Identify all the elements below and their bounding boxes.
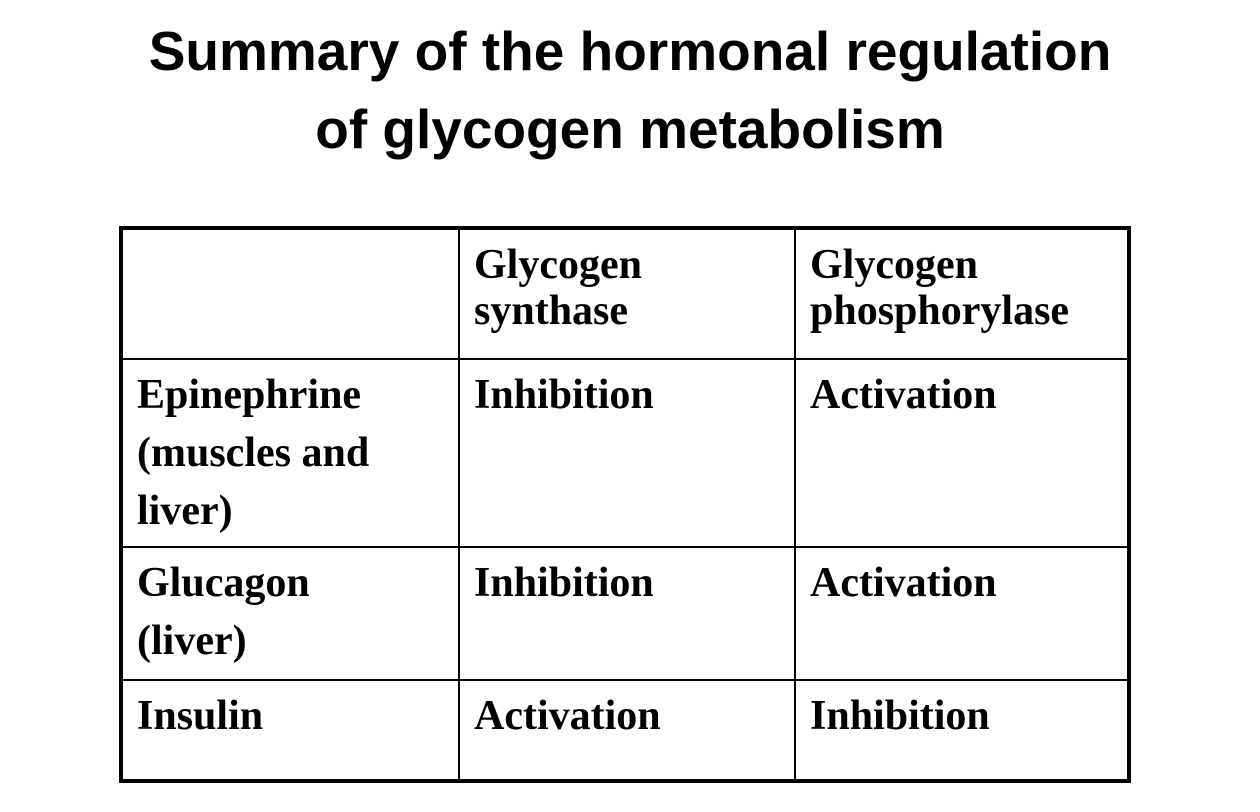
col-header-glycogen-phosphorylase: Glycogen phosphorylase [794, 227, 1130, 360]
table-row-epinephrine: Epinephrine (muscles and liver) Inhibiti… [120, 358, 1130, 548]
col-header-empty [120, 227, 460, 360]
cell-epinephrine-glycogen-synthase: Inhibition [458, 358, 796, 548]
table-header-row: Glycogen synthase Glycogen phosphorylase [120, 227, 1130, 360]
cell-epinephrine-glycogen-phosphorylase: Activation [794, 358, 1130, 548]
row-header-epinephrine: Epinephrine (muscles and liver) [120, 358, 460, 548]
cell-insulin-glycogen-phosphorylase: Inhibition [794, 679, 1130, 782]
row-header-glucagon: Glucagon (liver) [120, 546, 460, 681]
cell-glucagon-glycogen-phosphorylase: Activation [794, 546, 1130, 681]
hormone-regulation-table: Glycogen synthase Glycogen phosphorylase… [119, 226, 1131, 783]
cell-insulin-glycogen-synthase: Activation [458, 679, 796, 782]
col-header-glycogen-synthase: Glycogen synthase [458, 227, 796, 360]
table-row-insulin: Insulin Activation Inhibition [120, 679, 1130, 782]
slide-title: Summary of the hormonal regulation of gl… [148, 20, 1112, 160]
table-row-glucagon: Glucagon (liver) Inhibition Activation [120, 546, 1130, 681]
cell-glucagon-glycogen-synthase: Inhibition [458, 546, 796, 681]
row-header-insulin: Insulin [120, 679, 460, 782]
